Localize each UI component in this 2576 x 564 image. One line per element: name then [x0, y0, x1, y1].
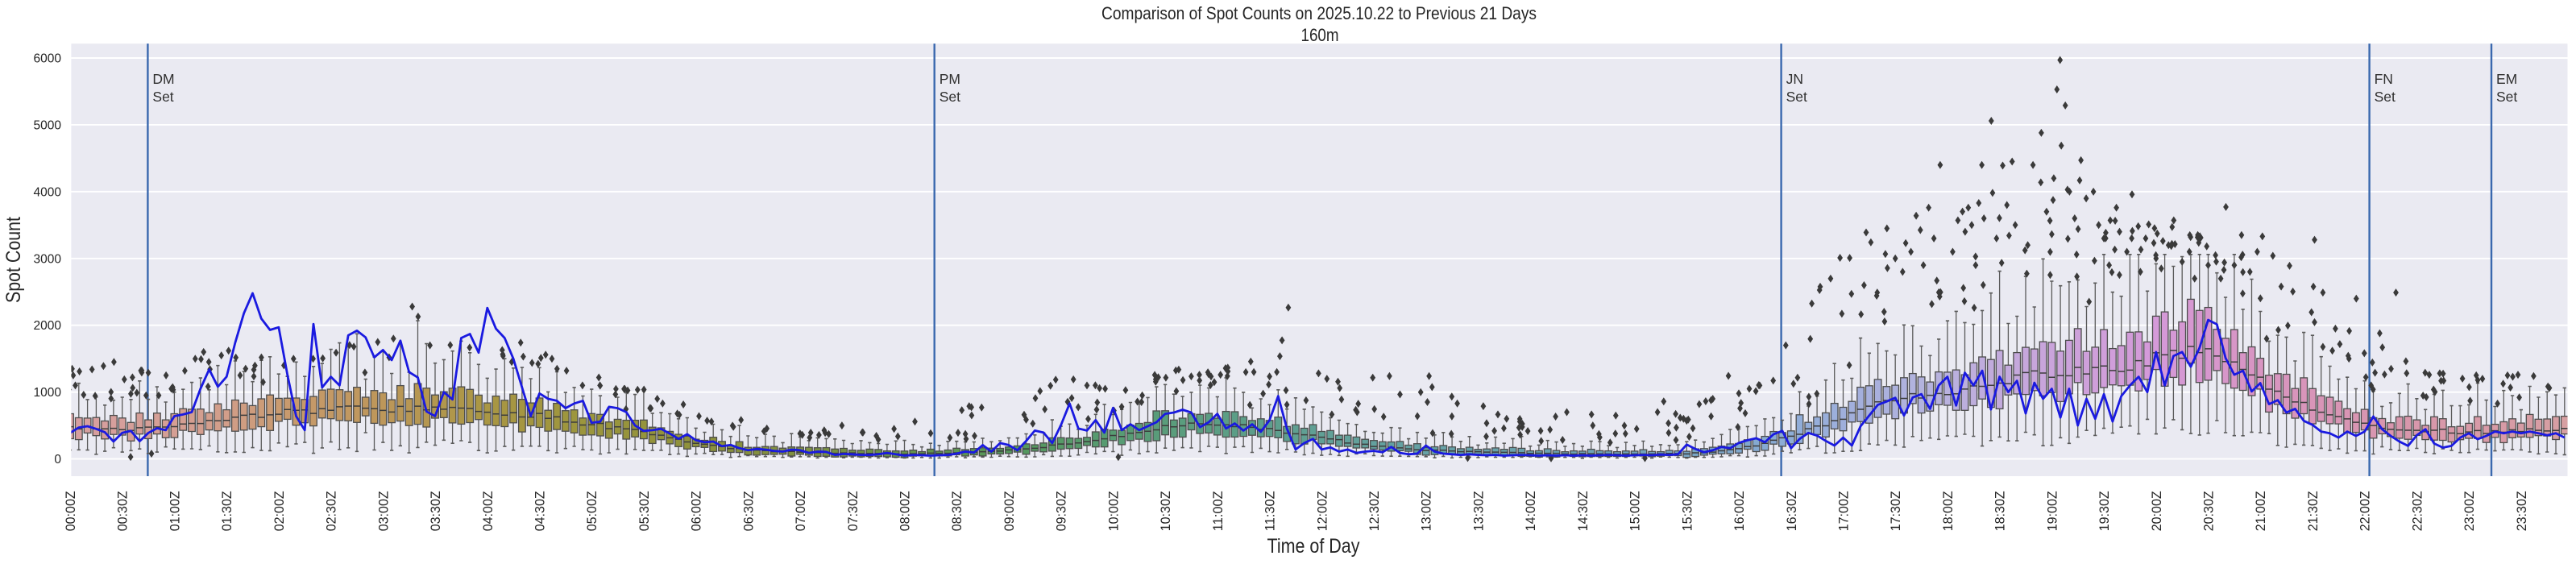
svg-text:1000: 1000	[34, 386, 62, 400]
svg-text:11:30Z: 11:30Z	[1263, 491, 1278, 531]
svg-text:10:00Z: 10:00Z	[1105, 491, 1121, 531]
svg-text:19:30Z: 19:30Z	[2097, 491, 2112, 531]
svg-text:Spot Count: Spot Count	[2, 217, 25, 303]
svg-text:13:30Z: 13:30Z	[1471, 491, 1486, 531]
svg-text:Set: Set	[940, 89, 960, 105]
svg-text:12:30Z: 12:30Z	[1367, 491, 1382, 531]
svg-text:Set: Set	[2375, 89, 2396, 105]
svg-text:EM: EM	[2496, 71, 2517, 87]
svg-text:16:00Z: 16:00Z	[1732, 491, 1747, 531]
svg-text:0: 0	[54, 453, 61, 467]
svg-text:00:30Z: 00:30Z	[115, 491, 131, 531]
svg-text:16:30Z: 16:30Z	[1784, 491, 1799, 531]
svg-text:01:30Z: 01:30Z	[219, 491, 234, 531]
svg-text:DM: DM	[152, 71, 174, 87]
svg-text:14:00Z: 14:00Z	[1523, 491, 1538, 531]
svg-text:Set: Set	[152, 89, 173, 105]
svg-text:09:30Z: 09:30Z	[1054, 491, 1069, 531]
svg-text:06:00Z: 06:00Z	[689, 491, 704, 531]
svg-text:18:30Z: 18:30Z	[1993, 491, 2008, 531]
svg-text:02:00Z: 02:00Z	[272, 491, 287, 531]
svg-text:2000: 2000	[34, 319, 62, 333]
svg-text:20:00Z: 20:00Z	[2149, 491, 2164, 531]
svg-text:05:30Z: 05:30Z	[637, 491, 652, 531]
svg-text:6000: 6000	[34, 52, 62, 66]
svg-text:Time of Day: Time of Day	[1267, 535, 1360, 558]
svg-text:Set: Set	[1786, 89, 1807, 105]
svg-text:3000: 3000	[34, 252, 62, 266]
svg-text:05:00Z: 05:00Z	[584, 491, 599, 531]
svg-text:160m: 160m	[1301, 25, 1339, 45]
svg-text:17:00Z: 17:00Z	[1836, 491, 1852, 531]
svg-text:19:00Z: 19:00Z	[2044, 491, 2060, 531]
svg-text:04:00Z: 04:00Z	[480, 491, 496, 531]
svg-text:21:00Z: 21:00Z	[2253, 491, 2268, 531]
svg-text:03:30Z: 03:30Z	[428, 491, 443, 531]
svg-text:08:00Z: 08:00Z	[898, 491, 913, 531]
svg-text:01:00Z: 01:00Z	[167, 491, 182, 531]
svg-text:02:30Z: 02:30Z	[324, 491, 339, 531]
svg-text:15:00Z: 15:00Z	[1628, 491, 1643, 531]
svg-text:20:30Z: 20:30Z	[2201, 491, 2217, 531]
svg-text:06:30Z: 06:30Z	[740, 491, 756, 531]
svg-text:07:30Z: 07:30Z	[845, 491, 861, 531]
svg-text:JN: JN	[1786, 71, 1803, 87]
svg-text:Comparison of Spot Counts on 2: Comparison of Spot Counts on 2025.10.22 …	[1101, 3, 1537, 23]
svg-text:22:30Z: 22:30Z	[2409, 491, 2425, 531]
svg-text:04:30Z: 04:30Z	[533, 491, 548, 531]
svg-text:12:00Z: 12:00Z	[1314, 491, 1329, 531]
svg-text:Set: Set	[2496, 89, 2517, 105]
svg-text:PM: PM	[940, 71, 960, 87]
svg-text:FN: FN	[2375, 71, 2393, 87]
svg-text:22:00Z: 22:00Z	[2358, 491, 2373, 531]
svg-text:00:00Z: 00:00Z	[63, 491, 78, 531]
svg-text:5000: 5000	[34, 118, 62, 132]
svg-text:23:30Z: 23:30Z	[2514, 491, 2529, 531]
svg-text:21:30Z: 21:30Z	[2305, 491, 2321, 531]
svg-text:08:30Z: 08:30Z	[949, 491, 964, 531]
svg-text:15:30Z: 15:30Z	[1679, 491, 1695, 531]
svg-text:07:00Z: 07:00Z	[793, 491, 808, 531]
svg-text:10:30Z: 10:30Z	[1158, 491, 1173, 531]
svg-text:03:00Z: 03:00Z	[375, 491, 391, 531]
svg-text:4000: 4000	[34, 185, 62, 199]
svg-text:18:00Z: 18:00Z	[1940, 491, 1956, 531]
svg-text:23:00Z: 23:00Z	[2462, 491, 2477, 531]
svg-text:11:00Z: 11:00Z	[1210, 491, 1226, 531]
svg-text:17:30Z: 17:30Z	[1888, 491, 1903, 531]
svg-text:13:00Z: 13:00Z	[1419, 491, 1434, 531]
svg-text:09:00Z: 09:00Z	[1002, 491, 1017, 531]
svg-text:14:30Z: 14:30Z	[1575, 491, 1591, 531]
